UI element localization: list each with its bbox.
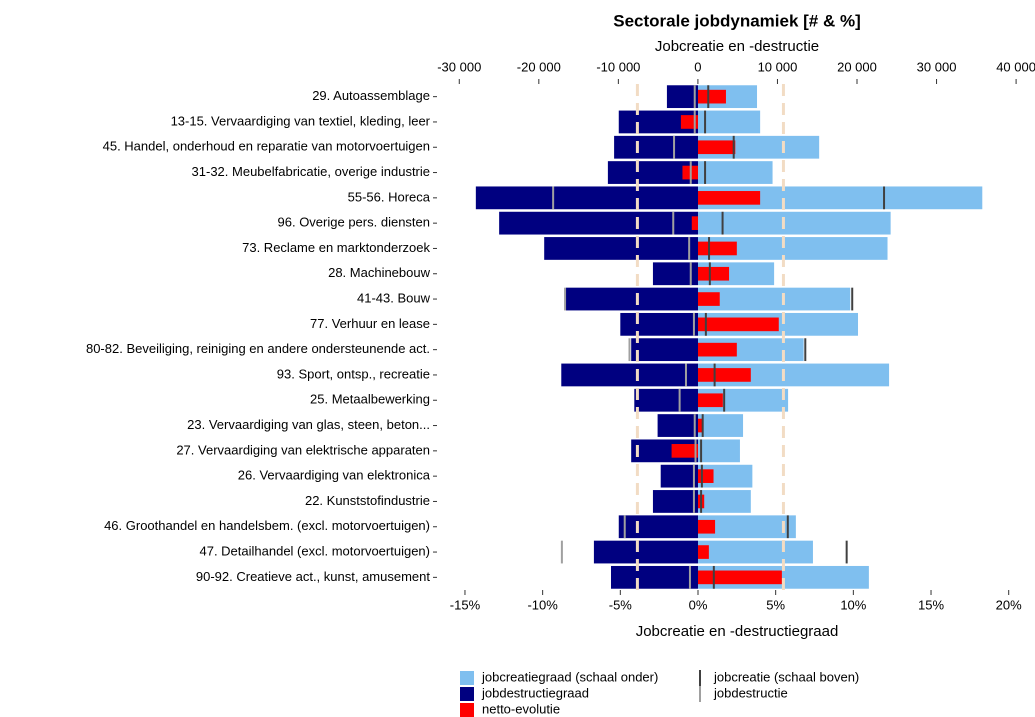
y-tick-label: 47. Detailhandel (excl. motorvoertuigen)	[199, 543, 430, 558]
bar	[607, 161, 698, 184]
legend-swatch	[460, 671, 474, 685]
y-tick-label: 13-15. Vervaardiging van textiel, kledin…	[171, 113, 431, 128]
y-tick-label: 73. Reclame en marktonderzoek	[242, 240, 430, 255]
bar	[697, 211, 891, 235]
net-bar	[697, 292, 720, 306]
x2-tick-label: -20 000	[517, 59, 561, 74]
legend-swatch	[460, 687, 474, 701]
bar	[475, 186, 698, 210]
net-bar	[697, 469, 714, 483]
bar	[666, 85, 698, 109]
bar	[631, 338, 698, 362]
y-tick-label: 31-32. Meubelfabricatie, overige industr…	[192, 164, 430, 179]
net-bar	[697, 368, 751, 382]
x2-tick-label: 40 000	[996, 59, 1035, 74]
bar	[620, 312, 698, 336]
y-tick-label: 29. Autoassemblage	[312, 88, 430, 103]
bar	[544, 237, 698, 260]
bar	[697, 515, 796, 539]
bar	[697, 237, 888, 260]
bar	[652, 262, 698, 286]
x-tick-label: -10%	[527, 597, 558, 612]
legend-label: jobdestructie	[713, 685, 788, 700]
x-tick-label: 20%	[996, 597, 1022, 612]
x2-tick-label: 30 000	[917, 59, 957, 74]
x2-tick-label: 0	[694, 59, 701, 74]
x-tick-label: 10%	[840, 597, 866, 612]
bar	[614, 135, 698, 159]
y-tick-label: 28. Machinebouw	[328, 265, 431, 280]
legend-swatch	[460, 703, 474, 717]
bar	[697, 490, 751, 513]
y-tick-label: 26. Vervaardiging van elektronica	[238, 468, 431, 483]
bar	[610, 565, 698, 589]
bar	[697, 439, 740, 463]
net-bar	[697, 393, 723, 408]
y-tick-label: 25. Metaalbewerking	[310, 392, 430, 407]
y-tick-label: 77. Verhuur en lease	[310, 316, 430, 331]
y-tick-label: 41-43. Bouw	[357, 290, 431, 305]
y-tick-label: 55-56. Horeca	[348, 189, 431, 204]
x2-axis-title: Jobcreatie en -destructie	[655, 38, 819, 55]
x2-tick-label: 10 000	[758, 59, 798, 74]
legend-label: jobcreatie (schaal boven)	[713, 669, 859, 684]
net-bar	[697, 140, 736, 155]
net-bar	[697, 342, 737, 357]
x-tick-label: 0%	[689, 597, 708, 612]
bar	[593, 540, 698, 564]
x2-tick-label: 20 000	[837, 59, 877, 74]
x-tick-label: -15%	[450, 597, 481, 612]
x-axis-title: Jobcreatie en -destructiegraad	[636, 623, 839, 640]
bar	[697, 540, 813, 564]
net-bar	[697, 545, 709, 559]
bar	[697, 161, 773, 184]
chart-title: Sectorale jobdynamiek [# & %]	[613, 11, 861, 30]
net-bar	[697, 241, 737, 256]
net-bar	[671, 444, 698, 458]
bar	[660, 464, 698, 488]
bar	[657, 414, 698, 437]
y-tick-label: 23. Vervaardiging van glas, steen, beton…	[187, 417, 430, 432]
bar	[697, 110, 761, 134]
x2-tick-label: -30 000	[437, 59, 481, 74]
net-bar	[697, 570, 782, 585]
bar	[652, 490, 698, 513]
x-tick-label: 5%	[766, 597, 785, 612]
legend-label: netto-evolutie	[482, 701, 560, 716]
y-tick-label: 80-82. Beveiliging, reiniging en andere …	[86, 341, 430, 356]
y-tick-label: 45. Handel, onderhoud en reparatie van m…	[103, 139, 430, 154]
net-bar	[697, 266, 730, 281]
net-bar	[697, 418, 703, 433]
net-bar	[697, 519, 716, 534]
bar	[697, 414, 744, 437]
y-tick-label: 22. Kunststofindustrie	[305, 493, 430, 508]
x-tick-label: -5%	[609, 597, 633, 612]
legend-label: jobcreatiegraad (schaal onder)	[481, 669, 658, 684]
bar	[499, 211, 698, 235]
net-bar	[697, 317, 779, 332]
bar	[697, 287, 851, 311]
y-tick-label: 46. Groothandel en handelsbem. (excl. mo…	[104, 518, 430, 533]
x-tick-label: 15%	[918, 597, 944, 612]
y-tick-label: 93. Sport, ontsp., recreatie	[277, 366, 430, 381]
y-tick-label: 96. Overige pers. diensten	[278, 215, 430, 230]
x2-tick-label: -10 000	[596, 59, 640, 74]
bar	[618, 515, 698, 539]
bar	[565, 287, 698, 311]
net-bar	[697, 191, 761, 205]
legend-label: jobdestructiegraad	[481, 685, 589, 700]
y-tick-label: 90-92. Creatieve act., kunst, amusement	[196, 569, 431, 584]
net-bar	[697, 89, 726, 104]
bar	[697, 186, 983, 210]
net-bar	[680, 115, 698, 129]
bar	[561, 363, 698, 387]
y-tick-label: 27. Vervaardiging van elektrische appara…	[176, 442, 430, 457]
net-bar	[691, 216, 698, 230]
bar	[634, 388, 698, 412]
